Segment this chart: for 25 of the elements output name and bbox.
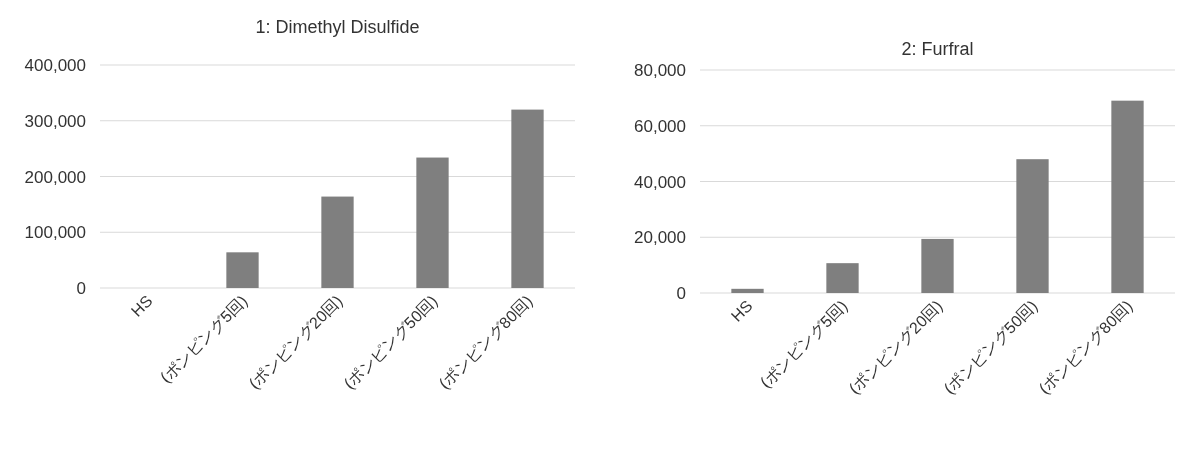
x-tick-label: HS bbox=[127, 292, 156, 320]
y-tick-label: 0 bbox=[676, 284, 686, 303]
y-tick-label: 20,000 bbox=[634, 228, 686, 248]
x-tick-label: HS bbox=[727, 297, 756, 325]
chart-title: 1: Dimethyl Disulfide bbox=[255, 17, 420, 37]
y-tick-label: 300,000 bbox=[24, 111, 86, 131]
bar bbox=[416, 157, 449, 288]
y-tick-label: 200,000 bbox=[24, 167, 86, 187]
bar bbox=[1016, 159, 1049, 293]
x-tick-label: (ポンピング5回) bbox=[156, 292, 251, 386]
y-tick-label: 0 bbox=[76, 279, 86, 298]
bar bbox=[921, 238, 954, 293]
bar bbox=[731, 288, 764, 293]
bar bbox=[1111, 100, 1144, 293]
bar bbox=[226, 252, 259, 288]
bar bbox=[321, 196, 354, 288]
chart-title: 2: Furfral bbox=[901, 39, 974, 59]
y-tick-label: 100,000 bbox=[24, 223, 86, 243]
bar bbox=[826, 263, 859, 293]
y-tick-label: 60,000 bbox=[634, 116, 686, 136]
y-tick-label: 40,000 bbox=[634, 172, 686, 192]
y-tick-label: 80,000 bbox=[634, 61, 686, 80]
y-tick-label: 400,000 bbox=[24, 56, 86, 75]
bar bbox=[511, 109, 544, 288]
x-tick-label: (ポンピング5回) bbox=[756, 297, 851, 391]
